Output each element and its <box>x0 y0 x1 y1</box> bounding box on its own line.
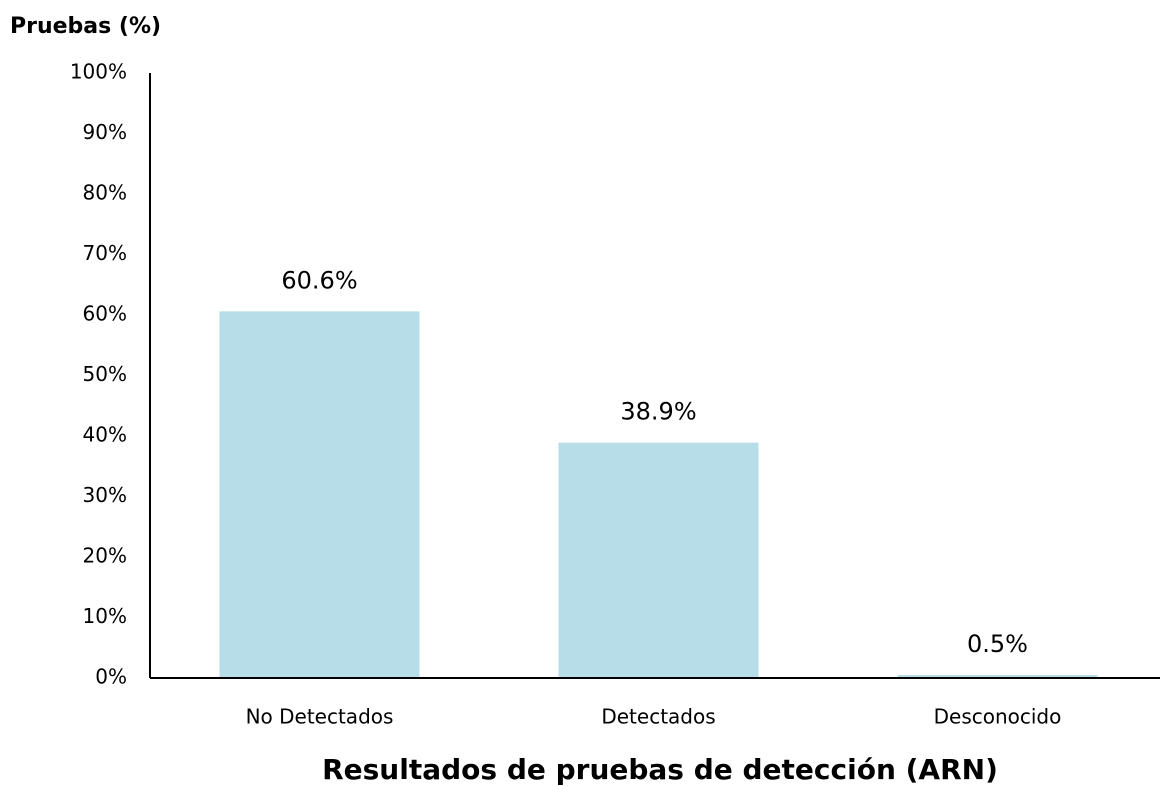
bar <box>219 311 420 678</box>
y-tick-label: 70% <box>83 241 127 265</box>
y-tick-label: 10% <box>83 604 127 628</box>
value-label: 60.6% <box>281 266 357 294</box>
bar <box>897 674 1098 678</box>
y-tick-label: 20% <box>83 544 127 568</box>
y-tick-label: 30% <box>83 483 127 507</box>
x-axis-title: Resultados de pruebas de detección (ARN) <box>322 753 998 786</box>
y-tick-label: 50% <box>83 362 127 386</box>
y-tick-label: 60% <box>83 302 127 326</box>
value-label: 38.9% <box>620 398 696 426</box>
x-tick-label: Desconocido <box>934 705 1062 729</box>
y-tick-label: 90% <box>83 120 127 144</box>
y-tick-label: 0% <box>95 665 127 689</box>
y-tick-label: 80% <box>83 181 127 205</box>
bar <box>558 442 759 678</box>
x-tick-label: Detectados <box>601 705 715 729</box>
y-tick-label: 100% <box>70 60 127 84</box>
x-tick-label: No Detectados <box>246 705 394 729</box>
value-label: 0.5% <box>967 630 1028 658</box>
y-axis-title: Pruebas (%) <box>10 14 161 39</box>
y-tick-label: 40% <box>83 423 127 447</box>
